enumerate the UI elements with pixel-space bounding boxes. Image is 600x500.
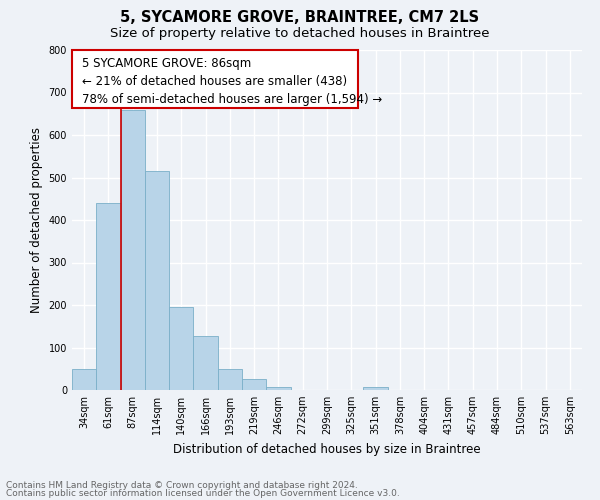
Text: Contains HM Land Registry data © Crown copyright and database right 2024.: Contains HM Land Registry data © Crown c… bbox=[6, 481, 358, 490]
Bar bbox=[96, 203, 121, 390]
Text: 5 SYCAMORE GROVE: 86sqm
← 21% of detached houses are smaller (438)
78% of semi-d: 5 SYCAMORE GROVE: 86sqm ← 21% of detache… bbox=[82, 57, 382, 106]
Bar bbox=[364, 386, 388, 390]
Bar bbox=[242, 378, 266, 390]
Bar bbox=[266, 386, 290, 390]
Bar bbox=[72, 369, 96, 390]
Text: Size of property relative to detached houses in Braintree: Size of property relative to detached ho… bbox=[110, 28, 490, 40]
Bar bbox=[218, 369, 242, 390]
FancyBboxPatch shape bbox=[72, 50, 358, 108]
X-axis label: Distribution of detached houses by size in Braintree: Distribution of detached houses by size … bbox=[173, 442, 481, 456]
Y-axis label: Number of detached properties: Number of detached properties bbox=[30, 127, 43, 313]
Text: 5, SYCAMORE GROVE, BRAINTREE, CM7 2LS: 5, SYCAMORE GROVE, BRAINTREE, CM7 2LS bbox=[121, 10, 479, 25]
Bar bbox=[169, 307, 193, 390]
Text: Contains public sector information licensed under the Open Government Licence v3: Contains public sector information licen… bbox=[6, 488, 400, 498]
Bar bbox=[121, 110, 145, 390]
Bar bbox=[193, 336, 218, 390]
Bar bbox=[145, 171, 169, 390]
